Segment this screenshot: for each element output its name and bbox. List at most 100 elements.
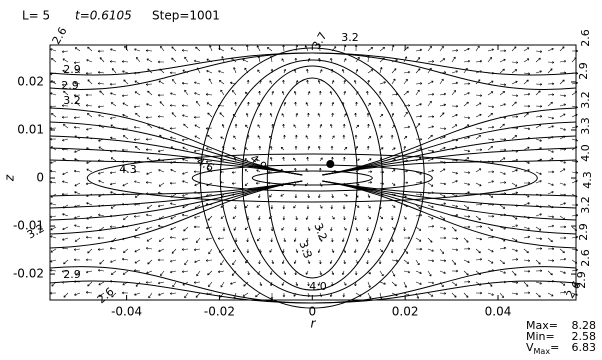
vector-arrow	[181, 138, 189, 142]
vector-arrow	[99, 90, 105, 96]
vector-arrow	[451, 81, 459, 85]
contour-line	[266, 77, 358, 279]
vector-arrow	[366, 112, 370, 118]
vector-arrow	[523, 47, 530, 52]
vector-arrow	[463, 182, 470, 186]
vector-arrow	[367, 69, 374, 74]
vector-arrow	[343, 156, 346, 162]
vector-arrow	[535, 83, 543, 86]
vector-arrow	[475, 148, 483, 152]
vector-arrow	[535, 90, 541, 96]
vector-arrow	[475, 225, 483, 228]
vector-arrow	[451, 104, 459, 108]
vector-arrow	[98, 114, 105, 118]
vector-arrow	[499, 259, 505, 265]
vector-arrow	[535, 138, 542, 142]
vector-arrow	[342, 134, 346, 140]
x-tick-label: 0.02	[392, 305, 419, 319]
vector-arrow	[146, 58, 153, 63]
vector-arrow	[343, 226, 347, 231]
vector-arrow	[75, 101, 81, 107]
core-marker	[326, 160, 335, 169]
vector-arrow	[206, 102, 213, 107]
vector-arrow	[134, 259, 141, 264]
vector-arrow	[559, 257, 567, 261]
vector-arrow	[343, 44, 347, 52]
vector-arrow	[49, 127, 57, 130]
vector-arrow	[281, 226, 285, 231]
vector-arrow	[379, 135, 383, 140]
vector-arrow	[184, 292, 189, 299]
vector-arrow	[319, 204, 323, 209]
vector-arrow	[182, 237, 189, 241]
vector-arrow	[230, 47, 237, 52]
contour-label: 2.9	[63, 268, 81, 281]
vector-arrow	[511, 94, 519, 97]
vector-arrow	[415, 180, 423, 184]
vector-arrow	[403, 145, 406, 151]
vector-arrow	[559, 46, 565, 52]
vector-arrow	[523, 79, 529, 85]
vector-arrow	[51, 57, 57, 63]
vector-arrow	[343, 281, 347, 286]
vector-arrow	[547, 247, 555, 251]
vector-arrow	[305, 135, 309, 140]
vector-arrow	[184, 56, 189, 63]
vector-arrow	[535, 259, 541, 265]
vector-arrow	[331, 135, 335, 140]
vector-arrow	[403, 56, 408, 63]
vector-arrow	[85, 226, 93, 230]
vector-arrow	[123, 215, 129, 221]
vector-arrow	[97, 105, 105, 109]
contour-line	[322, 180, 577, 209]
vector-arrow	[390, 215, 394, 221]
stat-value: 6.83	[572, 341, 597, 354]
vector-arrow	[195, 292, 201, 298]
vector-arrow	[367, 181, 373, 184]
vector-arrow	[487, 146, 494, 151]
vector-arrow	[559, 202, 566, 206]
contour-line	[322, 180, 577, 235]
vector-arrow	[415, 103, 422, 107]
vector-arrow	[511, 224, 518, 228]
vector-arrow	[169, 181, 177, 185]
vector-arrow	[354, 134, 358, 140]
stat-value: 8.28	[572, 319, 597, 332]
vector-arrow	[427, 115, 435, 118]
plot-frame	[49, 44, 577, 301]
vector-arrow	[307, 226, 311, 231]
y-tick-label: -0.02	[13, 267, 44, 281]
vector-arrow	[306, 204, 310, 210]
vector-arrow	[271, 259, 275, 265]
vector-arrow	[86, 113, 93, 118]
vector-arrow	[523, 92, 531, 96]
vector-arrow	[281, 259, 285, 264]
vector-arrow	[343, 90, 346, 96]
vector-arrow	[62, 171, 69, 176]
vector-arrow	[487, 214, 495, 218]
vector-arrow	[391, 78, 396, 85]
vector-arrow	[62, 226, 69, 231]
vector-arrow	[379, 46, 385, 52]
vector-arrow	[475, 127, 483, 131]
stat-name: V	[526, 341, 534, 354]
vector-arrow	[181, 248, 189, 251]
vector-arrow	[367, 248, 370, 254]
vector-arrow	[97, 236, 105, 240]
vector-arrow	[475, 291, 483, 295]
vector-arrow	[245, 124, 249, 129]
vector-arrow	[86, 59, 93, 63]
vector-arrow	[270, 292, 274, 300]
contour-label: 2.6	[579, 29, 592, 47]
vector-arrow	[547, 149, 554, 153]
vector-arrow	[523, 226, 530, 230]
contour-line	[191, 164, 433, 192]
vector-arrow	[74, 182, 81, 187]
vector-arrow	[535, 237, 543, 240]
vector-arrow	[305, 215, 309, 220]
vector-arrow	[319, 237, 323, 242]
vector-arrow	[427, 149, 435, 153]
vector-arrow	[511, 248, 518, 252]
vector-arrow	[427, 292, 434, 297]
vector-arrow	[133, 138, 141, 141]
